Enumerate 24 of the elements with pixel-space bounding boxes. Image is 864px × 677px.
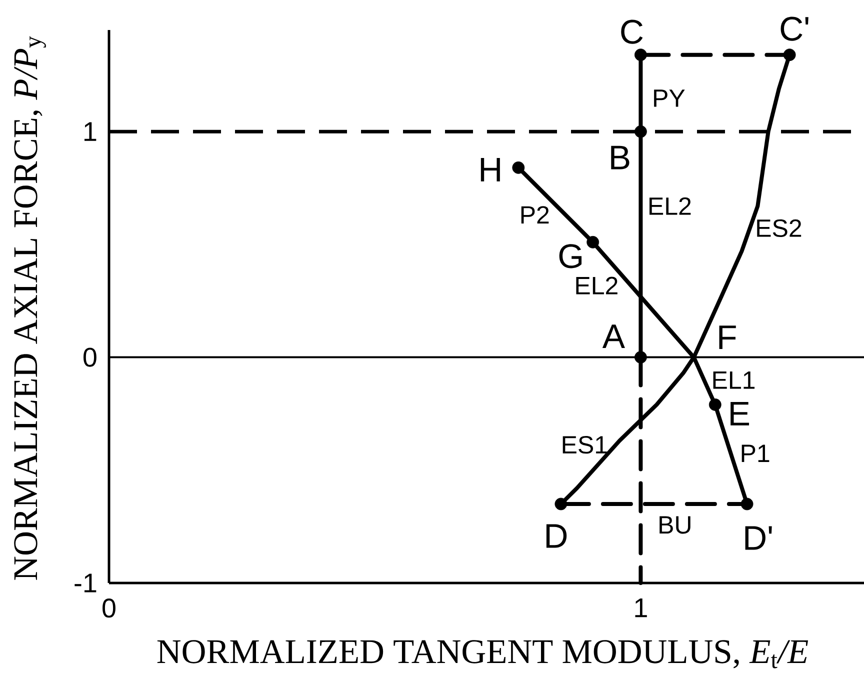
x-axis-title: NORMALIZED TANGENT MODULUS, E$_{t}$/E <box>157 640 808 668</box>
annotation: EL2 <box>650 197 691 215</box>
y-axis-title: NORMALIZED AXIAL FORCE, P/P$_{y}$ <box>14 36 46 580</box>
annotation: EL1 <box>713 372 755 389</box>
annotation: D <box>546 524 567 548</box>
y-tick-label: 0 <box>84 348 96 367</box>
annotation: B <box>611 146 630 170</box>
y-tick-label: -1 <box>74 574 96 592</box>
annotation: D' <box>745 526 772 550</box>
annotation: C <box>621 20 643 44</box>
annotation: P1 <box>742 444 770 462</box>
annotation: PY <box>654 90 685 107</box>
annotation: P2 <box>521 206 549 224</box>
annotation: ES1 <box>562 436 607 454</box>
y-tick-label: 1 <box>84 122 96 141</box>
annotation: G <box>559 244 582 268</box>
annotation: ES2 <box>757 219 802 238</box>
annotation: EL2 <box>576 276 618 294</box>
annotation: H <box>480 158 500 182</box>
annotation: E <box>730 402 750 426</box>
annotation: A <box>602 324 625 348</box>
annotation: C' <box>780 16 808 41</box>
annotation: BU <box>660 516 690 534</box>
annotation: F <box>719 326 736 349</box>
